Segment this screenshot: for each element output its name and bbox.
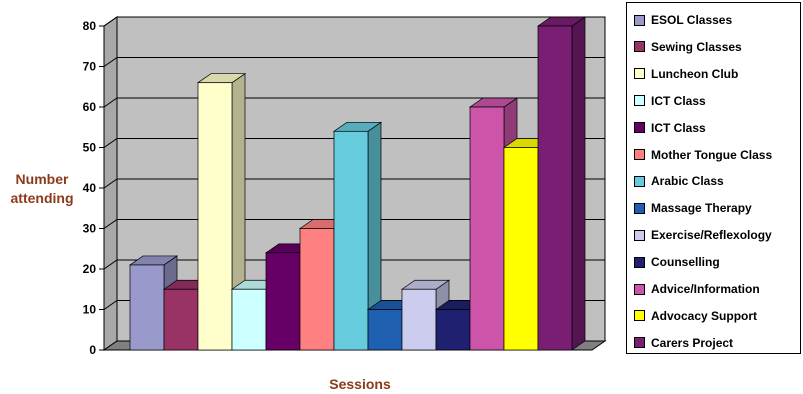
y-tick-label: 30 <box>83 222 97 236</box>
legend-label: Advocacy Support <box>651 308 758 323</box>
gridline <box>103 16 605 27</box>
legend-item: Exercise/Reflexology <box>634 227 772 243</box>
gridline <box>103 97 605 108</box>
bar-front <box>367 309 403 351</box>
bar-front <box>503 147 539 351</box>
x-axis-label: Sessions <box>329 376 391 392</box>
bar-front <box>537 25 573 351</box>
legend-label: Mother Tongue Class <box>651 147 773 162</box>
bar-front <box>265 252 301 351</box>
legend: ESOL Classes Sewing Classes Luncheon Club I… <box>626 2 801 354</box>
legend-label: Sewing Classes <box>651 39 742 54</box>
legend-swatch <box>634 95 645 107</box>
bar-front <box>333 130 369 351</box>
y-tick-label: 0 <box>89 343 96 357</box>
bar-front <box>435 309 471 351</box>
gridline <box>103 259 605 270</box>
legend-swatch <box>634 202 645 214</box>
legend-item: ESOL Classes <box>634 12 732 28</box>
legend-swatch <box>634 122 645 134</box>
bar-front <box>197 82 233 351</box>
legend-swatch <box>634 229 645 241</box>
bar-side <box>571 16 586 351</box>
legend-item: Arabic Class <box>634 173 724 189</box>
legend-swatch <box>634 68 645 80</box>
legend-swatch <box>634 337 645 349</box>
gridline <box>103 138 605 148</box>
bar-front <box>231 288 267 351</box>
legend-item: Sewing Classes <box>634 39 742 55</box>
legend-item: ICT Class <box>634 120 706 136</box>
legend-item: Mother Tongue Class <box>634 147 772 163</box>
legend-swatch <box>634 175 645 187</box>
legend-label: ESOL Classes <box>651 13 733 27</box>
gridline <box>103 57 605 67</box>
legend-swatch <box>634 256 645 268</box>
legend-label: Carers Project <box>651 335 734 350</box>
legend-label: Counselling <box>651 255 720 270</box>
bar <box>332 121 383 351</box>
legend-swatch <box>634 283 645 295</box>
y-tick-label: 20 <box>83 262 97 276</box>
legend-item: Massage Therapy <box>634 200 752 216</box>
legend-item: Counselling <box>634 254 720 270</box>
legend-item: Advice/Information <box>634 281 760 297</box>
bar <box>536 16 587 351</box>
legend-swatch <box>634 14 645 26</box>
legend-swatch <box>634 41 645 53</box>
bar-front <box>401 288 437 351</box>
legend-item: ICT Class <box>634 93 706 109</box>
gridline <box>103 219 605 229</box>
legend-item: Advocacy Support <box>634 308 757 324</box>
bar-front <box>469 106 505 351</box>
legend-item: Carers Project <box>634 335 733 351</box>
legend-label: Massage Therapy <box>651 201 752 216</box>
legend-label: Luncheon Club <box>651 66 739 81</box>
bar-front <box>299 228 335 351</box>
legend-label: ICT Class <box>651 93 706 108</box>
y-tick-label: 10 <box>83 303 97 317</box>
y-axis-label: Number attending <box>10 171 74 206</box>
y-tick-label: 70 <box>83 60 97 74</box>
legend-label: Advice/Information <box>651 282 760 296</box>
legend-label: Exercise/Reflexology <box>651 228 772 243</box>
y-tick-label: 80 <box>83 19 97 33</box>
legend-item: Luncheon Club <box>634 66 738 82</box>
y-tick-label: 50 <box>83 141 97 155</box>
legend-label: ICT Class <box>651 120 706 135</box>
y-tick-label: 40 <box>83 181 97 195</box>
legend-swatch <box>634 310 645 322</box>
legend-label: Arabic Class <box>651 174 724 189</box>
y-tick-label: 60 <box>83 100 97 114</box>
bar-front <box>129 264 165 351</box>
legend-swatch <box>634 149 645 160</box>
bar-front <box>163 288 199 351</box>
gridline <box>103 178 605 189</box>
bar <box>196 73 247 351</box>
